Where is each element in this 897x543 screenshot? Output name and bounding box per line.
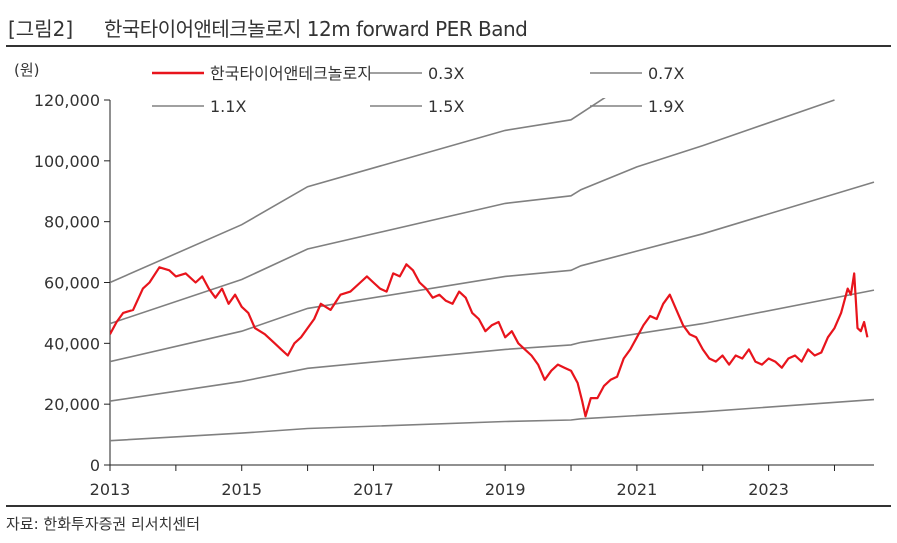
band-line-1.5X [110,99,835,325]
y-unit-label: (원) [14,61,40,79]
price-series [110,263,869,418]
y-tick-label: 20,000 [44,395,100,414]
source-note: 자료: 한화투자증권 리서치센터 [6,515,200,533]
x-tick-label: 2021 [617,480,658,499]
footer-rule [6,505,891,507]
legend-band-1-5x-label: 1.5X [428,97,464,116]
x-tick-label: 2019 [485,480,526,499]
legend-price-label: 한국타이어앤테크놀로지 [210,64,372,83]
legend-band-1-1x-label: 1.1X [210,97,246,116]
header-rule [6,45,891,47]
legend-band-0-7x-label: 0.7X [648,64,684,83]
legend-band-1-9x-label: 1.9X [648,97,684,116]
axes: (원) 0 20,000 40,000 60,000 80,000 100,000 120,0… [14,61,874,499]
x-tick-label: 2017 [353,480,394,499]
y-tick-label: 60,000 [44,274,100,293]
band-line-0.3X [110,398,875,442]
band-line-1.9X [110,98,606,284]
figure-header: [그림2] 한국타이어앤테크놀로지 12m forward PER Band [6,10,891,41]
per-band-lines [110,98,875,442]
x-tick-label: 2015 [221,480,262,499]
band-line-1.1X [110,181,875,363]
y-tick-label: 120,000 [34,91,100,110]
chart-title: 한국타이어앤테크놀로지 12m forward PER Band [104,17,528,41]
y-tick-label: 80,000 [44,213,100,232]
y-tick-label: 0 [90,456,100,475]
legend-band-0-3x-label: 0.3X [428,64,464,83]
x-tick-label: 2023 [748,480,789,499]
price-line [110,263,869,418]
y-tick-label: 100,000 [34,152,100,171]
figure-label: [그림2] [8,17,74,41]
y-tick-label: 40,000 [44,334,100,353]
band-line-0.7X [110,289,875,402]
x-tick-label: 2013 [90,480,131,499]
legend: 한국타이어앤테크놀로지 0.3X 0.7X 1.1X 1.5X 1.9X [152,64,684,116]
